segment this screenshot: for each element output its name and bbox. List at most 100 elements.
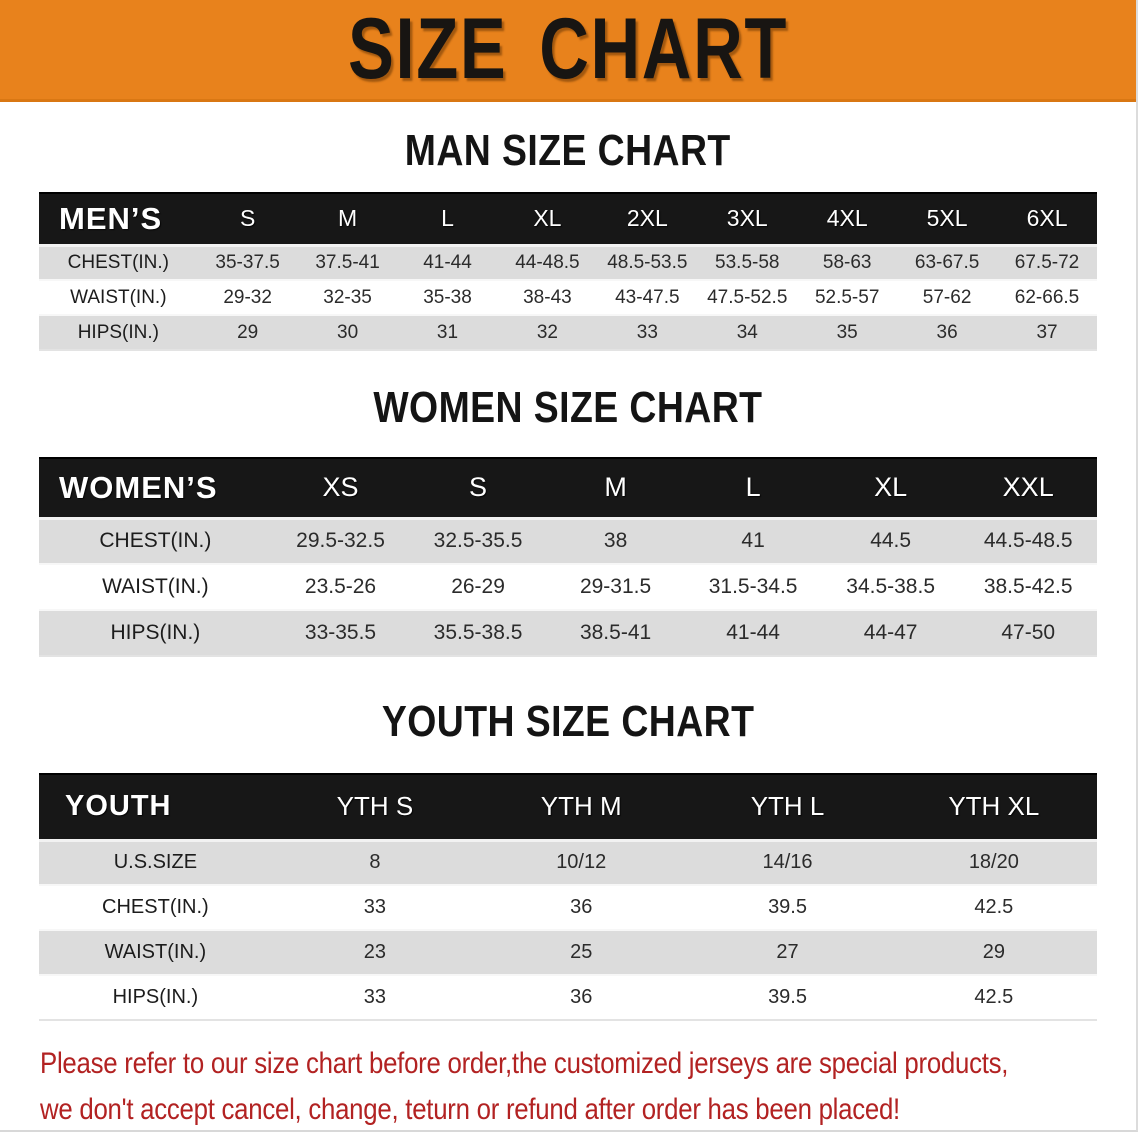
measurement-value-cell: 33-35.5 [304,621,377,644]
policy-line-2: we don't accept cancel, change, teturn o… [40,1093,900,1126]
table-title-cell: MEN’S [59,200,163,236]
measurement-value-cell: 38 [603,529,628,553]
table-header-row: MEN’S S M L XL 2XL 3XL 4XL 5XL 6XL [39,193,1097,245]
size-column-header: S [469,472,488,503]
size-column-header: YTH L [750,791,825,822]
measurement-value-cell: 36 [936,321,958,343]
measurement-value-cell: 36 [570,896,593,918]
row-label-cell: HIPS(IN.) [77,321,159,343]
measurement-value-cell: 67.5-72 [1014,251,1080,273]
measurement-value-cell: 25 [570,941,593,963]
measurement-value-cell: 30 [337,321,359,343]
size-column-header: M [337,205,358,232]
measurement-value-cell: 14/16 [762,851,813,874]
measurement-value-cell: 52.5-57 [814,286,880,308]
measurement-value-cell: 44.5-48.5 [983,529,1073,553]
measurement-value-cell: 33 [363,896,387,918]
measurement-value-cell: 37.5-41 [315,251,380,273]
measurement-value-cell: 29-32 [223,286,272,308]
measurement-value-cell: 42.5 [974,896,1014,918]
measurement-row: CHEST(IN.) 29.5-32.5 32.5-35.5 38 41 44.5 44.5… [39,518,1097,564]
measurement-value-cell: 41 [741,529,765,553]
measurement-value-cell: 33 [363,986,387,1008]
measurement-row: HIPS(IN.) 29 30 31 32 33 34 35 36 37 [39,315,1097,350]
measurement-value-cell: 8 [369,851,381,874]
measurement-value-cell: 41-44 [423,251,472,273]
measurement-value-cell: 34 [736,321,758,343]
measurement-value-cell: 26-29 [451,575,505,598]
measurement-row: CHEST(IN.) 33 36 39.5 42.5 [39,885,1097,930]
measurement-value-cell: 37 [1036,321,1058,343]
measurement-row: WAIST(IN.) 29-32 32-35 35-38 38-43 43-47.5 47.… [39,280,1097,315]
size-column-header: 4XL [826,205,868,232]
measurement-row: WAIST(IN.) 23.5-26 26-29 29-31.5 31.5-34.5 34… [39,564,1097,610]
measurement-value-cell: 38-43 [523,286,572,308]
banner-title: SIZE CHART [348,1,788,97]
women-heading-text: WOMEN SIZE CHART [373,383,763,432]
measurement-value-cell: 23.5-26 [304,575,377,598]
row-label-cell: CHEST(IN.) [99,529,212,553]
measurement-value-cell: 36 [570,986,593,1008]
row-label-cell: WAIST(IN.) [70,286,167,308]
youth-section-heading: YOUTH SIZE CHART [0,697,1136,747]
measurement-value-cell: 58-63 [822,251,872,273]
measurement-value-cell: 48.5-53.5 [607,251,688,273]
measurement-value-cell: 57-62 [922,286,972,308]
size-column-header: 5XL [926,205,968,232]
measurement-value-cell: 43-47.5 [615,286,680,308]
row-label-cell: HIPS(IN.) [112,986,199,1008]
row-label-cell: HIPS(IN.) [110,621,201,644]
measurement-value-cell: 32 [536,321,558,343]
size-column-header: YTH M [540,791,622,822]
size-column-header: 6XL [1026,205,1068,232]
size-column-header: YTH S [336,791,414,822]
measurement-value-cell: 10/12 [556,851,607,874]
row-label-cell: WAIST(IN.) [102,575,209,598]
men-section-heading: MAN SIZE CHART [0,126,1136,176]
row-label-cell: WAIST(IN.) [104,941,207,963]
measurement-value-cell: 62-66.5 [1014,286,1080,308]
measurement-value-cell: 39.5 [768,896,807,918]
measurement-value-cell: 31 [436,321,459,343]
measurement-value-cell: 34.5-38.5 [846,575,936,598]
row-label-cell: CHEST(IN.) [102,896,209,918]
size-column-header: XS [322,472,359,503]
size-column-header: S [239,205,256,232]
measurement-value-cell: 47.5-52.5 [707,286,788,308]
youth-size-section: YOUTH SIZE CHART YOUTH YTH S YTH M YTH L YTH… [0,657,1136,1021]
size-column-header: M [604,472,627,503]
table-title-cell: WOMEN’S [59,469,218,505]
measurement-value-cell: 44-47 [863,621,918,644]
table-header-row: WOMEN’S XS S M L XL XXL [39,458,1097,518]
measurement-value-cell: 44.5 [870,529,912,553]
measurement-value-cell: 23 [363,941,387,963]
measurement-value-cell: 41-44 [726,621,780,644]
measurement-row: WAIST(IN.) 23 25 27 29 [39,930,1097,975]
measurement-row: U.S.SIZE 8 10/12 14/16 18/20 [39,840,1097,885]
measurement-value-cell: 53.5-58 [715,251,780,273]
measurement-value-cell: 32.5-35.5 [433,529,523,553]
size-chart-banner: SIZE CHART [0,0,1136,102]
order-policy-note: Please refer to our size chart before or… [0,1021,1136,1133]
women-size-table: WOMEN’S XS S M L XL XXL CHEST(IN.) 29.5-32.5 32.5… [39,457,1097,657]
measurement-row: HIPS(IN.) 33 36 39.5 42.5 [39,975,1097,1020]
measurement-value-cell: 27 [776,941,799,963]
measurement-value-cell: 38.5-42.5 [983,575,1073,598]
women-size-section: WOMEN SIZE CHART WOMEN’S XS S M L XL XXL CHEST(… [0,351,1136,657]
measurement-value-cell: 32-35 [323,286,372,308]
size-column-header: L [441,205,454,232]
measurement-value-cell: 29-31.5 [579,575,652,598]
men-size-table: MEN’S S M L XL 2XL 3XL 4XL 5XL 6XL CHEST(IN.) 35-37… [39,192,1097,351]
women-section-heading: WOMEN SIZE CHART [0,383,1136,433]
measurement-row: CHEST(IN.) 35-37.5 37.5-41 41-44 44-48.5 48.5… [39,245,1097,280]
measurement-value-cell: 29 [237,321,259,343]
table-title-cell: YOUTH [65,790,172,823]
measurement-value-cell: 42.5 [974,986,1014,1008]
youth-size-table: YOUTH YTH S YTH M YTH L YTH XL U.S.SIZE 8 10/12… [39,773,1097,1021]
men-heading-text: MAN SIZE CHART [405,126,731,175]
youth-heading-text: YOUTH SIZE CHART [381,697,755,746]
size-column-header: 3XL [726,205,768,232]
measurement-value-cell: 47-50 [1001,621,1056,644]
measurement-value-cell: 44-48.5 [515,251,580,273]
measurement-value-cell: 38.5-41 [579,621,652,644]
